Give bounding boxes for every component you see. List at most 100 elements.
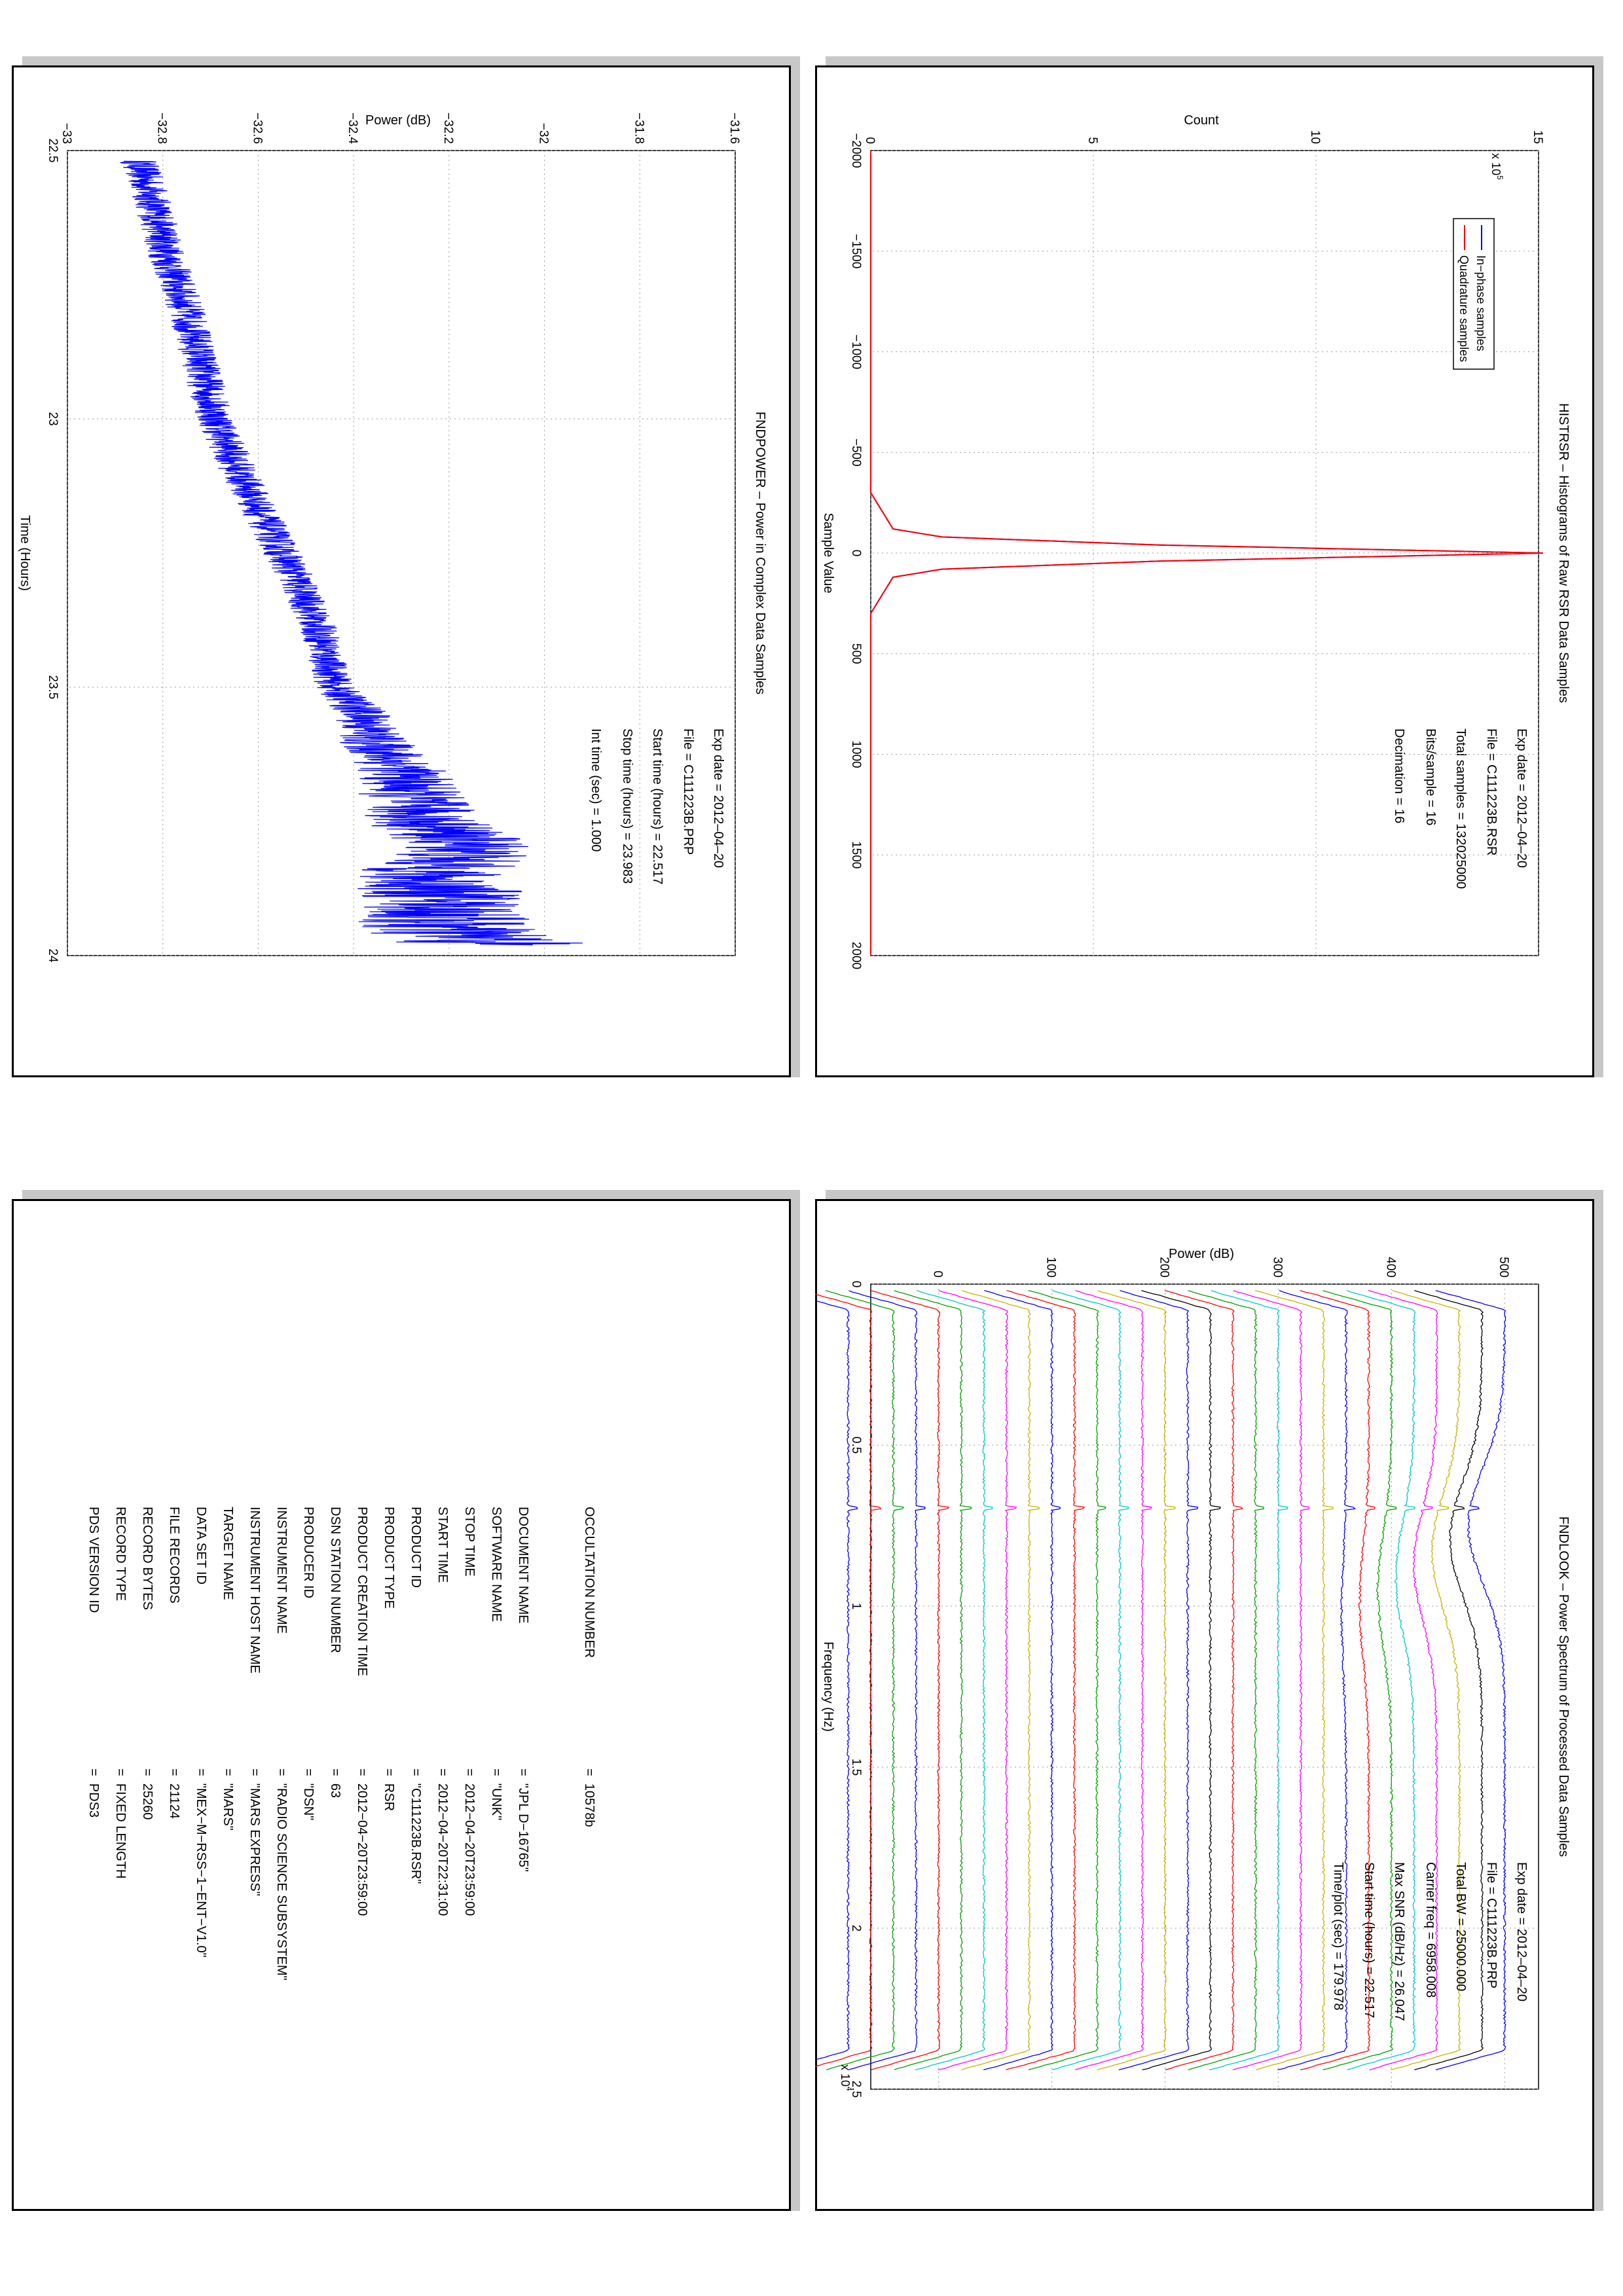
spectrum-trace-line [869, 1290, 950, 2071]
spectrum-trace-line [1232, 1290, 1310, 2071]
info-line: Decimation = 16 [1392, 728, 1406, 823]
label-key: PRODUCT TYPE [382, 1507, 396, 1609]
spectrum-trace-line [1414, 1290, 1484, 2071]
axes-box [870, 1283, 1539, 2090]
label-value: = "DSN" [301, 1768, 316, 1821]
spectrum-trace-line [1141, 1290, 1222, 2071]
spectrum-trace-line [825, 1290, 905, 2071]
spectrum-trace-line [1074, 1290, 1153, 2071]
fndlook-panel: FNDLOOK – Power Spectrum of Processed Da… [779, 1190, 1603, 2211]
legend-box [1453, 218, 1495, 370]
spectrum-trace-line [1346, 1290, 1416, 2071]
spectrum-trace-line [1300, 1290, 1376, 2071]
spectrum-trace-line [1097, 1290, 1176, 2071]
label-value: = PDS3 [86, 1768, 101, 1818]
x-tick-label: −500 [849, 439, 863, 467]
spectrum-trace-line [1322, 1290, 1397, 2071]
info-line: File = C111223B.RSR [1484, 728, 1499, 855]
spectrum-trace-line [983, 1290, 1061, 2071]
label-value: = "MARS EXPRESS" [247, 1768, 262, 1896]
label-key: TARGET NAME [221, 1507, 235, 1600]
label-value: = FIXED LENGTH [113, 1768, 128, 1879]
spectrum-trace-line [1028, 1290, 1106, 2071]
info-line: Time/plot (sec) = 179.978 [1331, 1862, 1345, 2011]
label-value: = "MEX−M−RSS−1−ENT−V1.0" [194, 1768, 208, 1958]
label-key: PRODUCER ID [301, 1507, 316, 1599]
label-key: DOCUMENT NAME [516, 1507, 530, 1624]
spectrum-trace-line [1391, 1290, 1461, 2071]
info-line: Int time (sec) = 1.000 [589, 728, 603, 852]
label-value: = 2012−04−20T23:59:00 [355, 1768, 369, 1916]
label-value: = "JPL D−16765" [516, 1768, 530, 1873]
info-line: Bits/sample = 16 [1423, 728, 1438, 825]
multiplier-exp: 4 [845, 2087, 854, 2091]
y-axis-label: Power (dB) [1169, 1247, 1234, 1261]
x-tick-label: −1000 [849, 334, 863, 369]
x-tick-label: 500 [849, 643, 863, 664]
spectrum-trace-line [1254, 1290, 1334, 2071]
plot-area: 22.5 23 23.5 24 −33 −32.8 −32.6 −32.4 −32.2 −32 −3… [46, 113, 741, 963]
y-axis-label: Count [1184, 113, 1219, 128]
y-tick-label: 300 [1270, 1257, 1284, 1278]
y-multiplier: x 105 [1489, 153, 1504, 180]
label-value: = RSR [382, 1768, 396, 1812]
label-value: = "C111223B.RSR" [409, 1768, 423, 1884]
label-key: RECORD TYPE [113, 1507, 128, 1602]
x-axis-label: Sample Value [821, 512, 835, 593]
spectrum-trace-line [938, 1290, 1017, 2071]
plot-area: −2000 −1500 −1000 −500 0 500 1000 1500 2000 0 5 10 1… [849, 130, 1544, 969]
info-line: Total samples = 132025000 [1453, 728, 1468, 889]
y-tick-label: 15 [1531, 130, 1544, 144]
label-key: PRODUCT CREATION TIME [355, 1507, 369, 1676]
y-tick-label: −31.6 [727, 113, 741, 144]
x-tick-label: 23.5 [46, 675, 60, 700]
spectrum-trace-line [1188, 1290, 1265, 2071]
x-tick-label: 0 [849, 550, 863, 557]
label-table-panel: PDS VERSION ID = PDS3 RECORD TYPE = FIXED L… [12, 1190, 800, 2211]
spectrum-trace-line [1435, 1290, 1506, 2071]
label-value: = "RADIO SCIENCE SUBSYSTEM" [274, 1768, 289, 1981]
label-value: = 10578b [582, 1768, 596, 1827]
chart-title: HISTRSR – Histograms of Raw RSR Data Sam… [1556, 403, 1571, 703]
spectrum-trace-line [779, 1290, 858, 2071]
panel-frame [12, 65, 791, 1077]
fndlook-chart: FNDLOOK – Power Spectrum of Processed Da… [779, 1247, 1571, 2098]
label-key: START TIME [435, 1507, 450, 1583]
panel-frame [815, 1199, 1594, 2211]
label-key: DATA SET ID [194, 1507, 208, 1585]
label-value: = 25260 [140, 1768, 155, 1820]
x-axis-label: Frequency (Hz) [821, 1641, 835, 1732]
info-line: File = C111223B.PRP [1484, 1862, 1499, 1988]
label-key: FILE RECORDS [167, 1507, 181, 1604]
info-line: Carrier freq = 6958.008 [1423, 1862, 1438, 1998]
label-key: INSTRUMENT HOST NAME [247, 1507, 262, 1674]
x-multiplier: x 104 [839, 2064, 854, 2091]
x-tick-label: 24 [46, 948, 60, 963]
fndpower-chart: FNDPOWER – Power in Complex Data Samples… [18, 113, 767, 963]
histrsr-panel: HISTRSR – Histograms of Raw RSR Data Sam… [815, 56, 1603, 1077]
info-block: Exp date = 2012–04–20 File = C111223B.PR… [1331, 1862, 1529, 2021]
x-tick-label: 0.5 [849, 1437, 863, 1454]
label-key: SOFTWARE NAME [489, 1507, 503, 1622]
label-value: = 21124 [167, 1768, 181, 1819]
y-tick-label: 5 [1085, 137, 1099, 144]
spectrum-trace-line [802, 1290, 882, 2071]
label-key: RECORD BYTES [140, 1507, 155, 1610]
spectrum-trace-line [1277, 1290, 1357, 2071]
label-value: = "UNK" [489, 1768, 503, 1821]
x-tick-label: −2000 [849, 133, 863, 168]
spectrum-trace-line [894, 1290, 972, 2071]
histrsr-chart: HISTRSR – Histograms of Raw RSR Data Sam… [821, 113, 1571, 969]
info-block: Exp date = 2012–04–20 File = C111223B.RS… [1392, 728, 1529, 889]
info-line: Exp date = 2012–04–20 [711, 728, 725, 868]
multiplier-base: x 10 [1489, 153, 1503, 175]
spectrum-trace-line [961, 1290, 1040, 2071]
info-line: Exp date = 2012–04–20 [1514, 728, 1529, 868]
y-tick-label: 0 [931, 1270, 945, 1278]
chart-title: FNDLOOK – Power Spectrum of Processed Da… [1556, 1516, 1571, 1857]
chart-title: FNDPOWER – Power in Complex Data Samples [753, 412, 767, 694]
axes-box [870, 150, 1539, 956]
spectrum-trace-line [1051, 1290, 1129, 2071]
label-value: = 63 [328, 1768, 342, 1799]
info-line: Max SNR (dB/Hz) = 26.047 [1392, 1862, 1406, 2021]
